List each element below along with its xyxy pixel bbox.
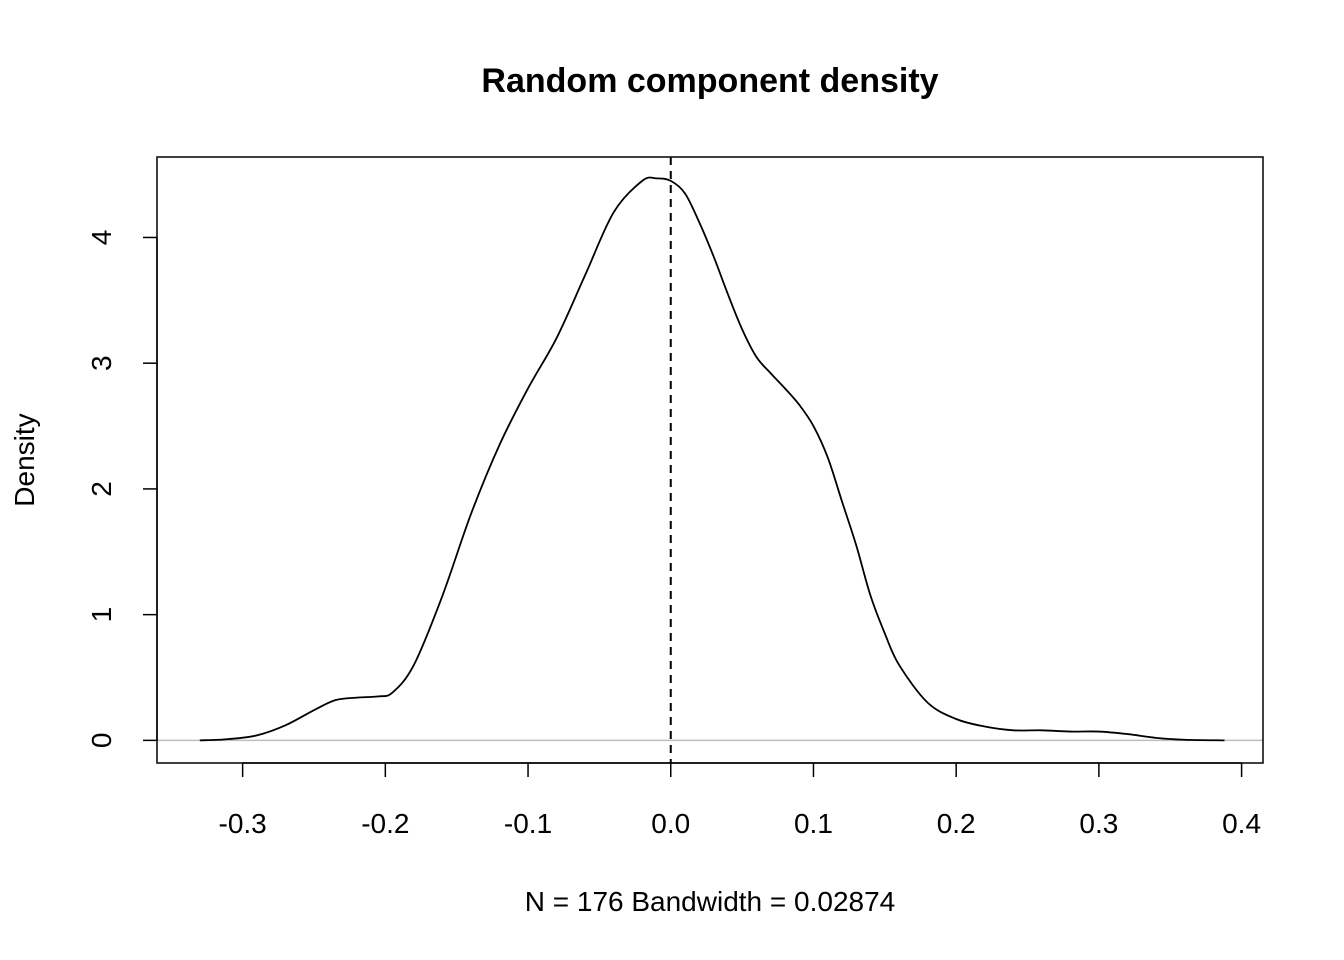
chart-title: Random component density [481, 62, 938, 100]
y-tick-label: 0 [86, 733, 117, 749]
x-axis: -0.3 -0.2 -0.1 0.0 0.1 0.2 0.3 0.4 [219, 762, 1261, 839]
x-tick-label: 0.3 [1079, 808, 1118, 839]
x-tick-label: 0.2 [937, 808, 976, 839]
plot-area [157, 157, 1263, 763]
x-tick-label: 0.0 [651, 808, 690, 839]
x-tick-label: -0.2 [361, 808, 409, 839]
y-tick-label: 2 [86, 481, 117, 497]
y-axis: 0 1 2 3 4 [86, 230, 158, 749]
x-tick-label: -0.1 [504, 808, 552, 839]
x-tick-label: 0.1 [794, 808, 833, 839]
density-curve [199, 176, 1225, 742]
y-tick-label: 1 [86, 607, 117, 623]
y-tick-label: 3 [86, 355, 117, 371]
y-axis-label: Density [9, 413, 40, 506]
x-axis-label: N = 176 Bandwidth = 0.02874 [525, 886, 896, 917]
x-tick-label: -0.3 [219, 808, 267, 839]
y-tick-label: 4 [86, 230, 117, 246]
x-tick-label: 0.4 [1222, 808, 1261, 839]
